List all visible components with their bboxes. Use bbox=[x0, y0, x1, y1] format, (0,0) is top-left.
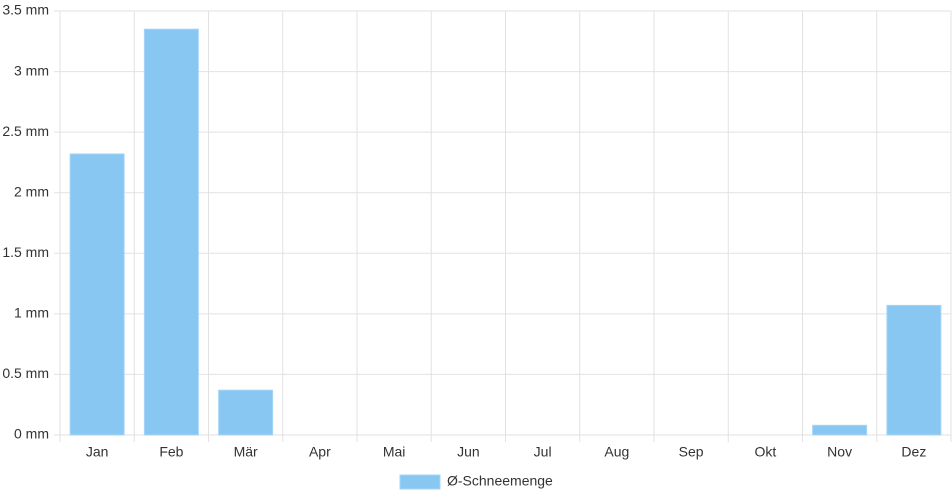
bar bbox=[143, 28, 199, 436]
x-tick-label: Jun bbox=[457, 444, 480, 460]
y-tick-label: 1.5 mm bbox=[2, 244, 49, 260]
legend-swatch bbox=[399, 474, 441, 490]
y-tick-label: 3 mm bbox=[14, 62, 49, 78]
x-tick-label: Nov bbox=[827, 444, 852, 460]
y-tick-label: 0 mm bbox=[14, 426, 49, 442]
x-tick-label: Dez bbox=[901, 444, 926, 460]
x-tick-label: Okt bbox=[754, 444, 776, 460]
y-tick-label: 2 mm bbox=[14, 183, 49, 199]
x-tick-label: Mär bbox=[234, 444, 258, 460]
y-tick-label: 1 mm bbox=[14, 305, 49, 321]
bar bbox=[218, 389, 274, 436]
y-tick-label: 0.5 mm bbox=[2, 365, 49, 381]
x-tick-label: Sep bbox=[679, 444, 704, 460]
legend-label: Ø-Schneemenge bbox=[447, 473, 553, 489]
x-tick-label: Jul bbox=[534, 444, 552, 460]
bar bbox=[812, 424, 868, 436]
bar bbox=[886, 304, 942, 436]
x-tick-label: Jan bbox=[86, 444, 109, 460]
x-tick-label: Feb bbox=[159, 444, 183, 460]
x-tick-label: Aug bbox=[604, 444, 629, 460]
y-tick-label: 3.5 mm bbox=[2, 2, 49, 18]
x-tick-label: Apr bbox=[309, 444, 331, 460]
y-tick-label: 2.5 mm bbox=[2, 123, 49, 139]
bar bbox=[69, 153, 125, 436]
x-tick-label: Mai bbox=[383, 444, 406, 460]
